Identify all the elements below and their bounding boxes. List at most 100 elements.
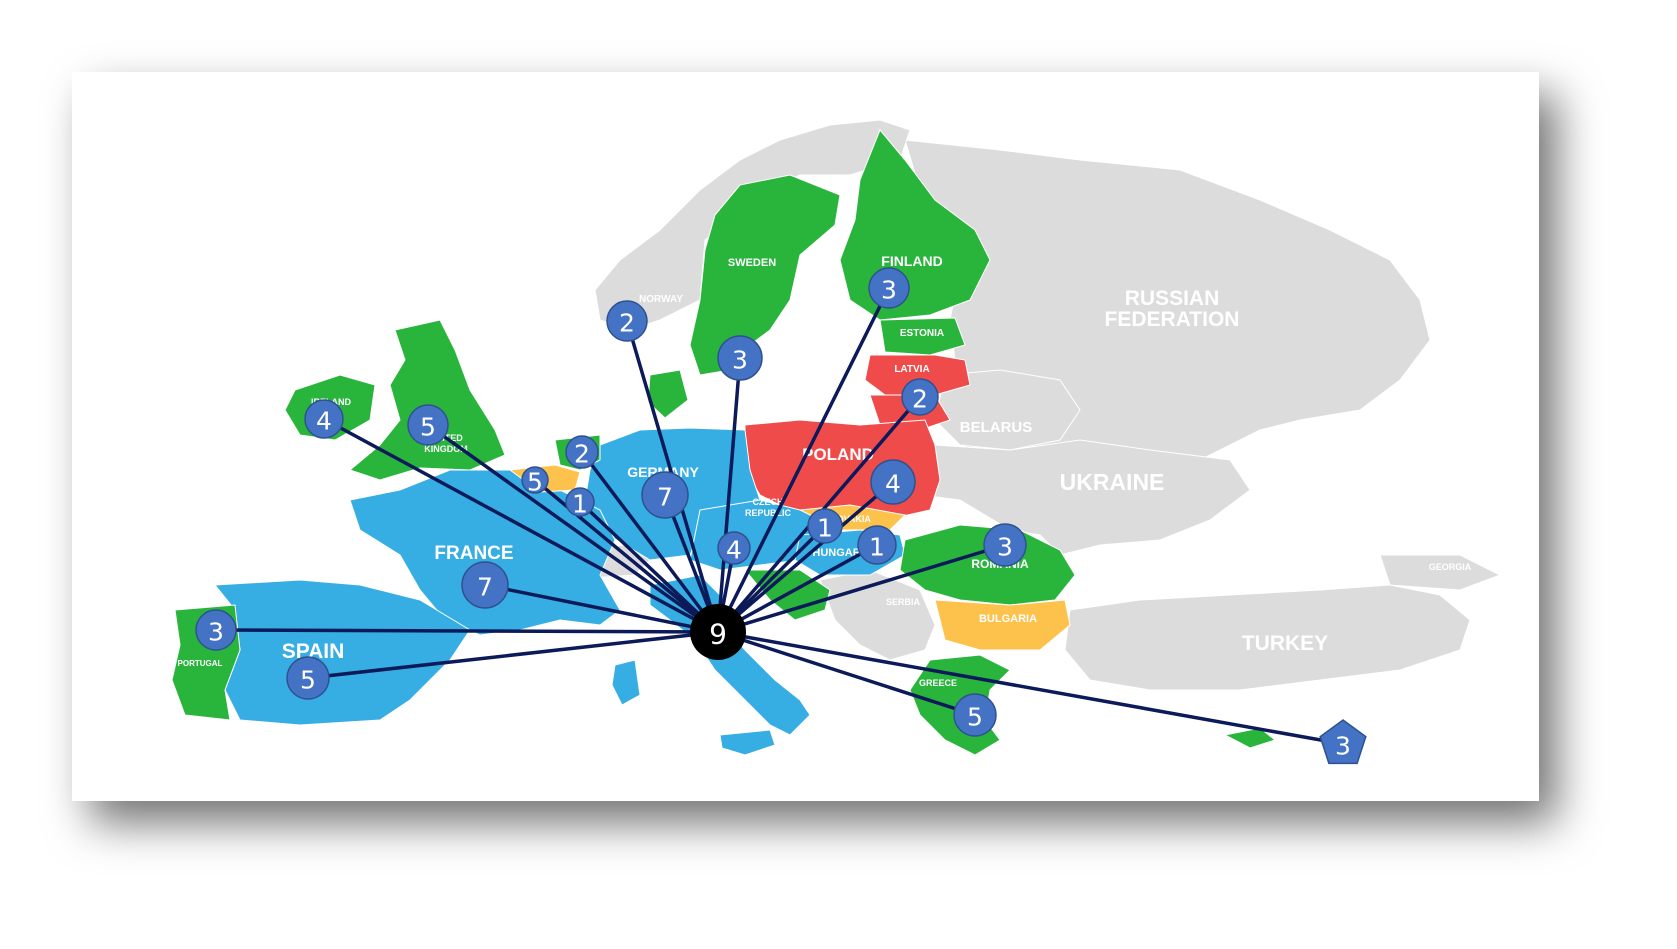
node-portugal: 3 xyxy=(195,609,237,651)
country-france xyxy=(349,469,621,636)
spoke-greece xyxy=(717,630,976,717)
node-austria: 4 xyxy=(717,531,751,565)
label-russia-line2: FEDERATION xyxy=(1105,308,1240,331)
node-poland-value: 4 xyxy=(885,470,901,499)
country-sardinia xyxy=(611,659,641,706)
node-slovakia-value: 1 xyxy=(817,514,833,543)
node-ireland-value: 4 xyxy=(316,407,332,436)
country-cyprus xyxy=(1223,727,1277,749)
node-hungary-value: 1 xyxy=(869,533,885,562)
spoke-romania xyxy=(717,543,1006,634)
node-marker xyxy=(717,531,751,565)
spoke-luxembourg xyxy=(578,500,720,634)
label-sweden: SWEDEN xyxy=(728,257,776,269)
node-finland: 3 xyxy=(868,267,910,309)
country-georgia xyxy=(1379,554,1502,591)
node-austria-value: 4 xyxy=(726,536,742,565)
country-ukraine xyxy=(904,439,1251,556)
node-france-value: 7 xyxy=(477,573,493,602)
label-czech-line2: REPUBLIC xyxy=(745,508,792,518)
label-turkey: TURKEY xyxy=(1242,632,1328,655)
label-georgia: GEORGIA xyxy=(1429,562,1472,572)
node-marker xyxy=(195,609,237,651)
label-finland: FINLAND xyxy=(881,253,942,269)
spoke-spain xyxy=(307,630,719,680)
node-germany-value: 7 xyxy=(657,483,673,512)
label-latvia: LATVIA xyxy=(894,364,929,375)
node-norway-value: 2 xyxy=(619,309,635,338)
country-sicily xyxy=(719,729,776,756)
node-marker xyxy=(717,335,763,381)
spoke-sweden xyxy=(716,357,742,633)
node-marker xyxy=(461,561,509,609)
country-uk xyxy=(348,319,506,481)
node-netherlands-value: 2 xyxy=(574,440,590,469)
spoke-belgium xyxy=(533,478,720,634)
spoke-uk xyxy=(426,423,720,634)
node-latvia-value: 2 xyxy=(912,385,928,414)
spoke-portugal xyxy=(215,628,719,634)
node-uk-value: 5 xyxy=(420,413,436,442)
node-marker xyxy=(565,435,599,469)
label-bulgaria: BULGARIA xyxy=(979,613,1037,625)
node-germany: 7 xyxy=(641,471,689,519)
connection-lines xyxy=(215,287,1344,746)
label-greece: GREECE xyxy=(919,678,957,688)
label-russia-line1: RUSSIAN xyxy=(1125,287,1220,310)
node-marker xyxy=(565,487,595,517)
label-estonia: ESTONIA xyxy=(900,328,944,339)
node-sweden-value: 3 xyxy=(732,346,748,375)
hub-node: 9 xyxy=(690,604,746,660)
node-marker xyxy=(857,525,897,565)
country-belarus xyxy=(934,369,1081,451)
node-greece-value: 5 xyxy=(967,703,983,732)
node-ireland: 4 xyxy=(304,399,344,439)
node-marker xyxy=(606,300,648,342)
node-cyprus: 3 xyxy=(1319,719,1367,765)
country-nodes: 2 3 3 2 4 1 1 3 5 3 7 4 2 5 1 5 4 7 3 5 xyxy=(195,267,1367,765)
node-marker xyxy=(953,693,997,737)
spoke-ireland xyxy=(323,417,719,634)
spoke-hungary xyxy=(717,543,878,634)
label-poland: POLAND xyxy=(802,445,874,464)
country-estonia xyxy=(879,317,966,356)
label-norway: NORWAY xyxy=(639,294,683,305)
hub-circle xyxy=(690,604,746,660)
node-marker xyxy=(286,656,330,700)
spoke-finland xyxy=(716,287,891,633)
label-czech-line1: CZECH xyxy=(753,497,784,507)
node-marker xyxy=(901,378,939,416)
node-finland-value: 3 xyxy=(881,276,897,305)
label-ukraine: UKRAINE xyxy=(1060,469,1165,495)
node-luxembourg-value: 1 xyxy=(572,490,588,519)
node-belgium-value: 5 xyxy=(527,468,543,497)
node-spain: 5 xyxy=(286,656,330,700)
label-spain: SPAIN xyxy=(282,640,345,663)
node-slovakia: 1 xyxy=(807,508,843,544)
node-marker xyxy=(304,399,344,439)
country-turkey xyxy=(1064,584,1471,691)
node-norway: 2 xyxy=(606,300,648,342)
node-uk: 5 xyxy=(407,404,449,446)
node-netherlands: 2 xyxy=(565,435,599,469)
spoke-france xyxy=(484,583,719,634)
spoke-poland xyxy=(716,480,895,634)
node-belgium: 5 xyxy=(521,466,549,497)
node-hungary: 1 xyxy=(857,525,897,565)
node-sweden: 3 xyxy=(717,335,763,381)
label-serbia: SERBIA xyxy=(886,597,921,607)
node-marker xyxy=(807,508,843,544)
country-latvia xyxy=(864,354,971,396)
node-marker xyxy=(521,466,549,494)
node-romania-value: 3 xyxy=(997,533,1013,562)
node-greece: 5 xyxy=(953,693,997,737)
node-latvia: 2 xyxy=(901,378,939,416)
label-france: FRANCE xyxy=(434,543,513,564)
label-portugal: PORTUGAL xyxy=(178,659,223,668)
spoke-netherlands xyxy=(580,450,720,634)
node-marker xyxy=(641,471,689,519)
node-marker xyxy=(983,523,1027,567)
label-belarus: BELARUS xyxy=(960,419,1033,436)
node-luxembourg: 1 xyxy=(565,487,595,519)
